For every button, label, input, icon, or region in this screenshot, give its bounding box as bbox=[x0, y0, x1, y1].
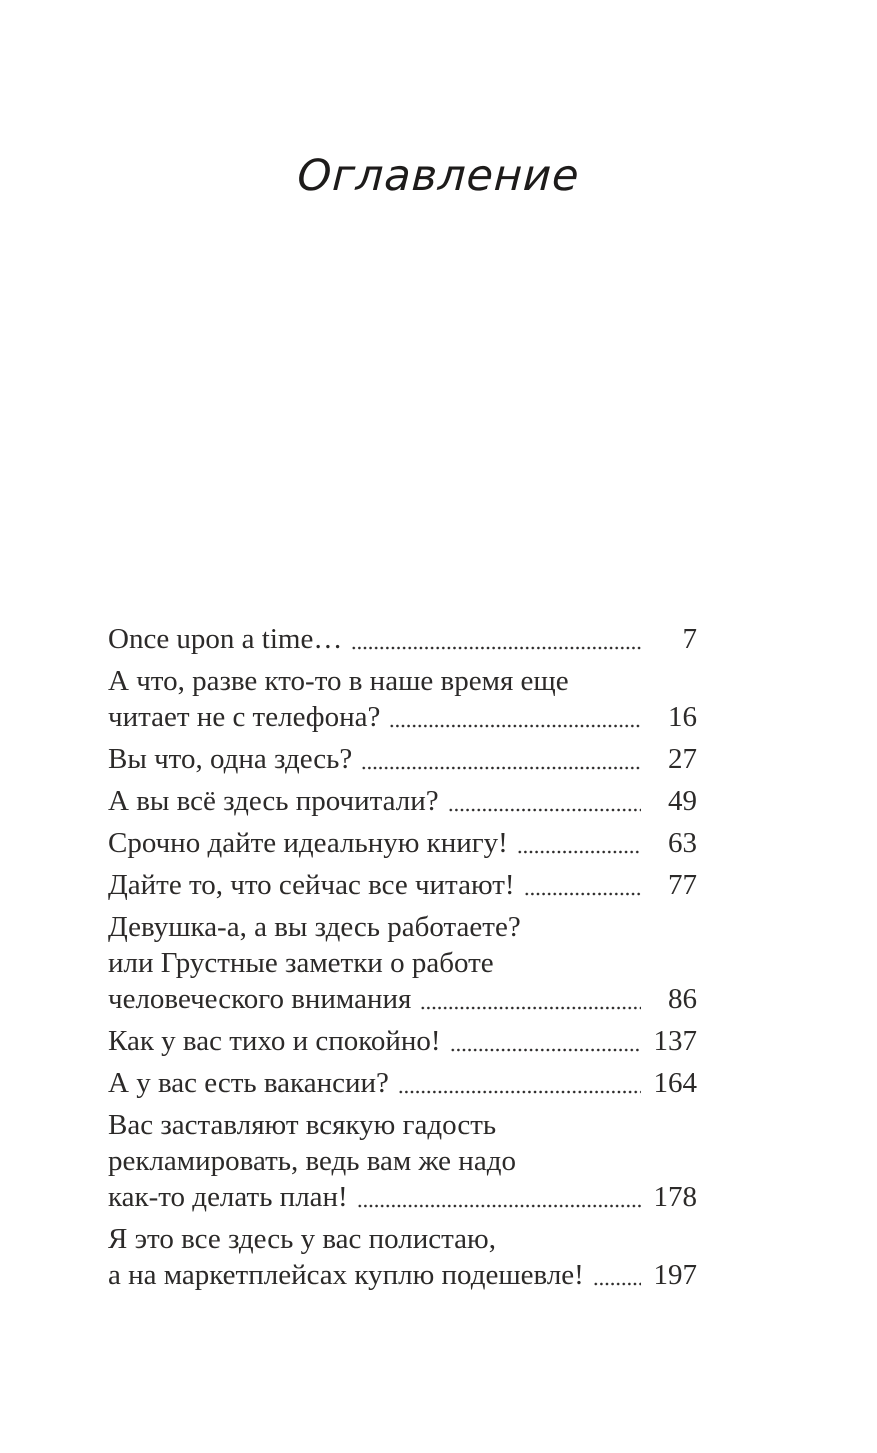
toc-entry-last-line: А вы всё здесь прочитали? 49 bbox=[108, 783, 697, 819]
toc-entry-title: Срочно дайте идеальную книгу! bbox=[108, 827, 508, 859]
dot-leader bbox=[420, 1006, 641, 1010]
toc-entry-line: А что, разве кто-то в наше время еще bbox=[108, 665, 569, 697]
toc-entry-last-line: как-то делать план! 178 bbox=[108, 1179, 697, 1215]
dot-leader bbox=[351, 646, 641, 650]
page-number: 164 bbox=[653, 1067, 698, 1099]
toc-entry-line: Вас заставляют всякую гадость bbox=[108, 1109, 497, 1141]
page-number: 178 bbox=[653, 1181, 698, 1213]
toc-entry-last-line: Once upon a time… 7 bbox=[108, 621, 697, 657]
toc-entry-line: Девушка-а, а вы здесь работаете? bbox=[108, 911, 521, 943]
toc-entry-line: рекламировать, ведь вам же надо bbox=[108, 1145, 516, 1177]
table-of-contents: Once upon a time… 7 А что, разве кто-то в … bbox=[108, 621, 697, 1299]
toc-entry: Как у вас тихо и спокойно! 137 bbox=[108, 1023, 697, 1059]
toc-entry-last-line: Вы что, одна здесь? 27 bbox=[108, 741, 697, 777]
toc-entry-title: Как у вас тихо и спокойно! bbox=[108, 1025, 441, 1057]
toc-entry-last-line: Дайте то, что сейчас все читают! 77 bbox=[108, 867, 697, 903]
toc-entry-last-line: А у вас есть вакансии? 164 bbox=[108, 1065, 697, 1101]
toc-entry-title: А вы всё здесь прочитали? bbox=[108, 785, 439, 817]
page-number: 86 bbox=[668, 983, 697, 1015]
dot-leader bbox=[389, 724, 641, 728]
page-number: 197 bbox=[653, 1259, 698, 1291]
page-number: 63 bbox=[668, 827, 697, 859]
toc-entry: Девушка-а, а вы здесь работаете? или Грус… bbox=[108, 909, 697, 1017]
toc-entry-line: Я это все здесь у вас полистаю, bbox=[108, 1223, 496, 1255]
toc-entry: А что, разве кто-то в наше время еще чита… bbox=[108, 663, 697, 735]
toc-entry-title: человеческого внимания bbox=[108, 983, 412, 1015]
toc-entry-title: читает не с телефона? bbox=[108, 701, 381, 733]
toc-entry-title: Once upon a time… bbox=[108, 623, 343, 655]
toc-entry: Дайте то, что сейчас все читают! 77 bbox=[108, 867, 697, 903]
page-number: 16 bbox=[668, 701, 697, 733]
page-title: Оглавление bbox=[296, 151, 581, 201]
page-number: 27 bbox=[668, 743, 697, 775]
toc-entry-title: А у вас есть вакансии? bbox=[108, 1067, 389, 1099]
toc-entry: Я это все здесь у вас полистаю, а на марк… bbox=[108, 1221, 697, 1293]
dot-leader bbox=[397, 1090, 641, 1094]
toc-entry: А у вас есть вакансии? 164 bbox=[108, 1065, 697, 1101]
toc-entry-title: Дайте то, что сейчас все читают! bbox=[108, 869, 515, 901]
dot-leader bbox=[523, 892, 641, 896]
toc-entry: Once upon a time… 7 bbox=[108, 621, 697, 657]
page-number: 137 bbox=[653, 1025, 698, 1057]
toc-entry-last-line: Как у вас тихо и спокойно! 137 bbox=[108, 1023, 697, 1059]
toc-entry-last-line: человеческого внимания 86 bbox=[108, 981, 697, 1017]
page-number: 77 bbox=[668, 869, 697, 901]
toc-entry-title: а на маркетплейсах куплю подешевле! bbox=[108, 1259, 584, 1291]
toc-entry: Срочно дайте идеальную книгу! 63 bbox=[108, 825, 697, 861]
dot-leader bbox=[447, 808, 641, 812]
toc-entry-last-line: читает не с телефона? 16 bbox=[108, 699, 697, 735]
toc-entry-last-line: Срочно дайте идеальную книгу! 63 bbox=[108, 825, 697, 861]
toc-entry: Вас заставляют всякую гадость рекламирова… bbox=[108, 1107, 697, 1215]
page-number: 49 bbox=[668, 785, 697, 817]
toc-entry: А вы всё здесь прочитали? 49 bbox=[108, 783, 697, 819]
dot-leader bbox=[449, 1048, 641, 1052]
toc-entry-last-line: а на маркетплейсах куплю подешевле! 197 bbox=[108, 1257, 697, 1293]
dot-leader bbox=[516, 850, 641, 854]
toc-entry-title: Вы что, одна здесь? bbox=[108, 743, 353, 775]
toc-entry: Вы что, одна здесь? 27 bbox=[108, 741, 697, 777]
dot-leader bbox=[592, 1282, 641, 1286]
page-number: 7 bbox=[682, 623, 698, 655]
dot-leader bbox=[356, 1204, 641, 1208]
dot-leader bbox=[361, 766, 641, 770]
toc-entry-line: или Грустные заметки о работе bbox=[108, 947, 494, 979]
toc-entry-title: как-то делать план! bbox=[108, 1181, 348, 1213]
